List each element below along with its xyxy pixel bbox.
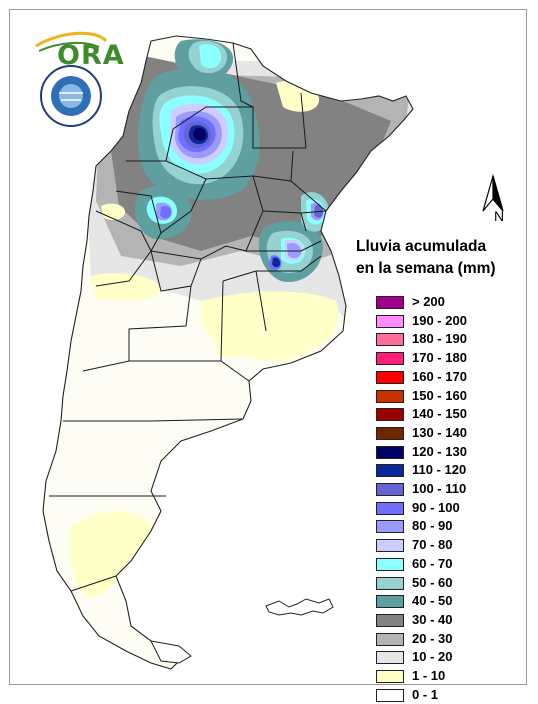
legend-swatch bbox=[376, 314, 404, 328]
legend-swatch bbox=[376, 445, 404, 459]
legend-label: 130 - 140 bbox=[412, 424, 467, 440]
legend-item: 50 - 60 bbox=[376, 574, 536, 592]
legend-item: 90 - 100 bbox=[376, 499, 536, 517]
legend-swatch bbox=[376, 651, 404, 665]
legend-label: 180 - 190 bbox=[412, 331, 467, 347]
legend-label: 190 - 200 bbox=[412, 312, 467, 328]
tierra-del-fuego bbox=[150, 640, 192, 664]
legend-swatch bbox=[376, 296, 404, 309]
legend-label: 140 - 150 bbox=[412, 406, 467, 422]
legend-label: 60 - 70 bbox=[412, 555, 453, 571]
legend-swatch bbox=[376, 483, 404, 496]
legend-item: 100 - 110 bbox=[376, 481, 536, 498]
legend-item: 40 - 50 bbox=[376, 593, 536, 610]
legend-label: 80 - 90 bbox=[412, 518, 453, 534]
legend-label: 30 - 40 bbox=[412, 611, 453, 627]
legend-swatch bbox=[376, 670, 404, 683]
legend-swatch bbox=[376, 688, 404, 702]
legend-label: 0 - 1 bbox=[412, 686, 439, 702]
legend-label: 170 - 180 bbox=[412, 350, 467, 366]
legend-title-line2: en la semana (mm) bbox=[356, 260, 496, 277]
legend-label: 90 - 100 bbox=[412, 499, 460, 515]
legend-item: 80 - 90 bbox=[376, 518, 536, 535]
legend-title-line1: Lluvia acumulada bbox=[356, 238, 487, 255]
legend-swatch bbox=[376, 389, 404, 403]
ora-logo-text: ORA bbox=[57, 40, 125, 71]
legend-label: 50 - 60 bbox=[412, 574, 453, 590]
legend-label: 100 - 110 bbox=[412, 481, 467, 496]
legend-item: 0 - 1 bbox=[376, 686, 536, 704]
rainfall-map bbox=[35, 31, 504, 670]
legend-label: 10 - 20 bbox=[412, 649, 453, 665]
legend-swatch bbox=[376, 613, 404, 627]
legend-item: 30 - 40 bbox=[376, 611, 536, 629]
legend-label: 160 - 170 bbox=[412, 368, 467, 384]
legend-item: 1 - 10 bbox=[376, 668, 536, 685]
legend-swatch bbox=[376, 557, 404, 571]
legend-item: 20 - 30 bbox=[376, 630, 536, 648]
legend-swatch bbox=[376, 576, 404, 590]
map-frame: ORA N Lluvia acumulada en la semana (mm)… bbox=[9, 9, 527, 702]
legend-label: 110 - 120 bbox=[412, 462, 467, 478]
legend-label: > 200 bbox=[412, 294, 445, 309]
legend-swatch bbox=[376, 501, 404, 515]
legend-label: 1 - 10 bbox=[412, 668, 446, 683]
legend-item: 110 - 120 bbox=[376, 462, 536, 479]
legend-swatch bbox=[376, 520, 404, 534]
legend-swatch bbox=[376, 408, 404, 422]
province-borders bbox=[49, 42, 327, 592]
legend-swatch bbox=[376, 464, 404, 478]
argentina-outline bbox=[42, 35, 414, 670]
legend-item: 140 - 150 bbox=[376, 406, 536, 423]
legend-swatch bbox=[376, 632, 404, 646]
legend-swatch bbox=[376, 370, 404, 384]
legend-swatch bbox=[376, 333, 404, 347]
legend-item: 120 - 130 bbox=[376, 443, 536, 461]
north-arrow-icon bbox=[482, 173, 504, 212]
legend-item: 10 - 20 bbox=[376, 649, 536, 666]
malvinas-islands bbox=[265, 598, 334, 616]
legend-swatch bbox=[376, 539, 404, 553]
legend-label: 120 - 130 bbox=[412, 443, 467, 459]
legend-item: 180 - 190 bbox=[376, 331, 536, 348]
legend-swatch bbox=[376, 595, 404, 609]
legend-item: > 200 bbox=[376, 294, 536, 311]
legend-label: 70 - 80 bbox=[412, 537, 453, 553]
weather-service-emblem-icon bbox=[40, 65, 102, 127]
legend-item: 160 - 170 bbox=[376, 368, 536, 386]
north-label: N bbox=[494, 208, 505, 224]
legend-item: 150 - 160 bbox=[376, 387, 536, 405]
legend-label: 150 - 160 bbox=[412, 387, 467, 403]
legend-item: 60 - 70 bbox=[376, 555, 536, 573]
legend-label: 40 - 50 bbox=[412, 593, 453, 609]
legend-label: 20 - 30 bbox=[412, 630, 453, 646]
legend-item: 170 - 180 bbox=[376, 350, 536, 367]
ora-logo-icon bbox=[35, 31, 108, 52]
legend-item: 130 - 140 bbox=[376, 424, 536, 442]
legend-swatch bbox=[376, 352, 404, 366]
legend-swatch bbox=[376, 426, 404, 440]
legend-item: 190 - 200 bbox=[376, 312, 536, 330]
legend-item: 70 - 80 bbox=[376, 537, 536, 554]
